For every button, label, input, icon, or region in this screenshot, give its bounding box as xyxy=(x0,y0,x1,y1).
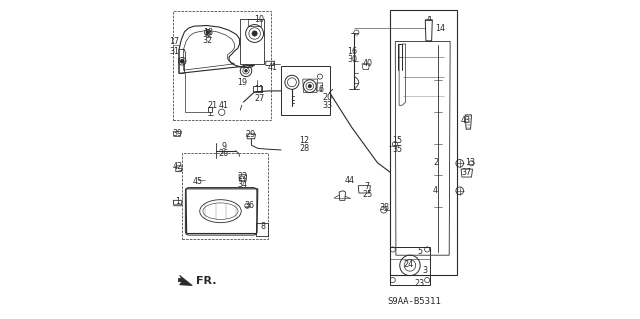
Text: 3: 3 xyxy=(422,266,427,275)
Bar xyxy=(182,153,268,239)
Text: 38: 38 xyxy=(380,204,389,212)
Text: 20: 20 xyxy=(322,93,332,102)
Text: 42: 42 xyxy=(173,162,183,171)
Text: 5: 5 xyxy=(417,247,422,256)
Circle shape xyxy=(206,31,209,34)
Text: 24: 24 xyxy=(404,260,413,269)
Text: 21: 21 xyxy=(207,101,217,110)
Bar xyxy=(239,19,264,64)
Text: 30: 30 xyxy=(348,56,358,64)
Text: FR.: FR. xyxy=(196,276,216,286)
Text: 13: 13 xyxy=(465,158,476,167)
Text: 15: 15 xyxy=(392,137,403,145)
Text: 22: 22 xyxy=(237,172,248,181)
Text: 29: 29 xyxy=(245,130,255,139)
Text: 1: 1 xyxy=(175,197,180,206)
Text: 34: 34 xyxy=(238,180,248,189)
Text: 12: 12 xyxy=(299,136,309,145)
Text: 36: 36 xyxy=(244,201,254,210)
Text: 41: 41 xyxy=(268,63,278,72)
Text: 25: 25 xyxy=(362,190,372,199)
Bar xyxy=(281,66,330,115)
Text: 23: 23 xyxy=(415,279,424,288)
Text: 37: 37 xyxy=(461,168,471,177)
Bar xyxy=(390,247,430,285)
Text: 27: 27 xyxy=(254,94,264,103)
Text: 18: 18 xyxy=(203,28,212,37)
Text: 28: 28 xyxy=(299,144,309,153)
Text: 14: 14 xyxy=(435,24,445,33)
Text: 32: 32 xyxy=(203,36,212,45)
Circle shape xyxy=(180,59,184,63)
Text: 40: 40 xyxy=(362,59,372,68)
Circle shape xyxy=(252,31,257,36)
Text: 4: 4 xyxy=(433,186,438,195)
Text: 6: 6 xyxy=(318,85,323,94)
Text: 26: 26 xyxy=(219,149,228,158)
Text: 17: 17 xyxy=(170,37,180,46)
Text: 45: 45 xyxy=(193,177,204,186)
Bar xyxy=(173,11,271,120)
Text: 43: 43 xyxy=(461,116,471,125)
Text: 2: 2 xyxy=(433,158,438,167)
Text: 8: 8 xyxy=(261,222,266,231)
Text: 35: 35 xyxy=(392,145,403,154)
Bar xyxy=(255,223,268,236)
Text: 31: 31 xyxy=(170,47,179,56)
Text: 11: 11 xyxy=(254,85,264,94)
Bar xyxy=(390,10,456,275)
Text: 44: 44 xyxy=(344,176,355,185)
Text: S9AA-B5311: S9AA-B5311 xyxy=(387,297,441,306)
Text: 33: 33 xyxy=(322,101,332,110)
Polygon shape xyxy=(179,275,193,286)
Text: 7: 7 xyxy=(365,182,370,191)
Circle shape xyxy=(308,85,312,88)
Text: 10: 10 xyxy=(254,15,264,24)
Circle shape xyxy=(244,70,247,72)
Text: 9: 9 xyxy=(221,142,226,151)
Text: 19: 19 xyxy=(237,78,247,87)
Text: 39: 39 xyxy=(172,129,182,138)
Text: 41: 41 xyxy=(219,101,228,110)
Text: 16: 16 xyxy=(348,47,358,56)
